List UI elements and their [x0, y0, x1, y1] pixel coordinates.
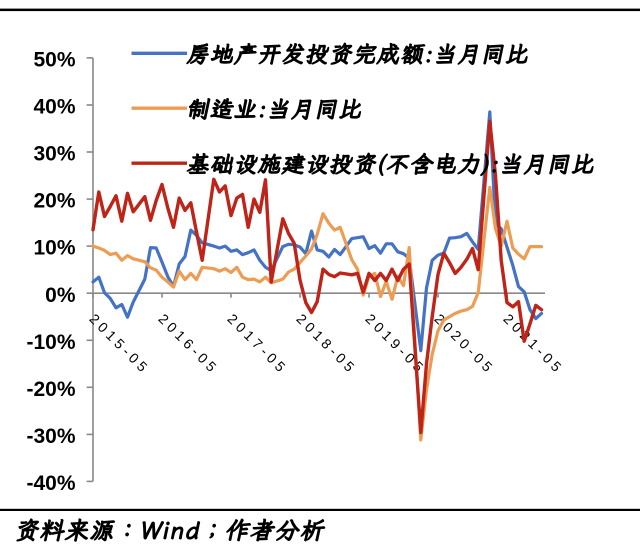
- svg-text:-20%: -20%: [26, 378, 75, 401]
- svg-text:20%: 20%: [33, 190, 75, 213]
- svg-text:-40%: -40%: [26, 472, 75, 495]
- svg-text:10%: 10%: [33, 237, 75, 260]
- svg-text:50%: 50%: [33, 49, 75, 72]
- svg-text:-30%: -30%: [26, 425, 75, 448]
- svg-text:0%: 0%: [45, 284, 76, 307]
- svg-text:-10%: -10%: [26, 331, 75, 354]
- svg-text:40%: 40%: [33, 96, 75, 119]
- svg-text:30%: 30%: [33, 143, 75, 166]
